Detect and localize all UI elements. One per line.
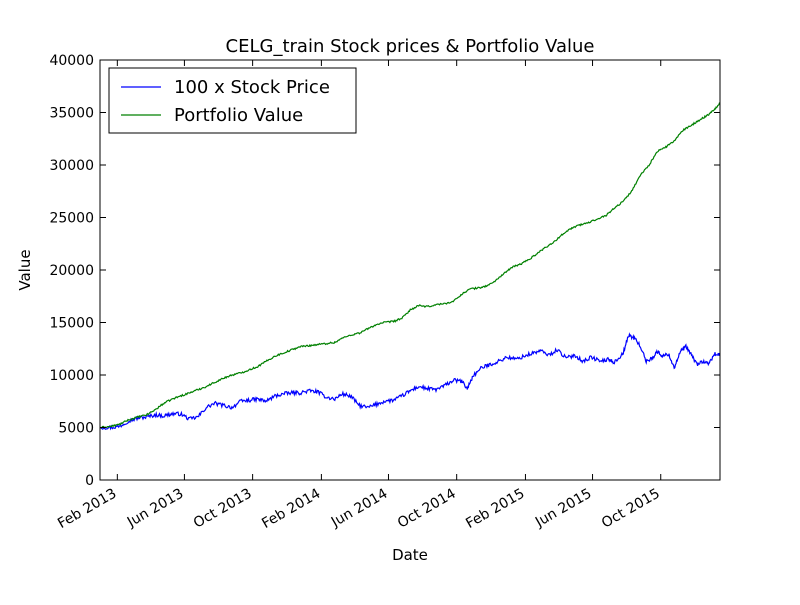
series-line-0	[100, 332, 721, 431]
series-layer	[100, 102, 721, 431]
y-tick-label-4: 20000	[49, 263, 94, 279]
x-axis-label: Date	[392, 546, 428, 564]
y-tick-label-3: 15000	[49, 316, 94, 332]
y-tick-label-2: 10000	[49, 368, 94, 384]
y-tick-label-6: 30000	[49, 158, 94, 174]
y-axis: 0 5000 10000 15000 20000 25000 30000 35000 40000	[49, 53, 720, 489]
y-tick-label-8: 40000	[49, 53, 94, 69]
y-tick-label-7: 35000	[49, 106, 94, 122]
y-tick-label-5: 25000	[49, 211, 94, 227]
y-tick-label-0: 0	[85, 473, 94, 489]
legend-box	[108, 67, 357, 134]
y-axis-label: Value	[16, 249, 34, 290]
y-tick-label-1: 5000	[58, 421, 94, 437]
legend-label-1: Portfolio Value	[174, 105, 303, 126]
legend: 100 x Stock Price Portfolio Value	[108, 67, 357, 134]
chart-title: CELG_train Stock prices & Portfolio Valu…	[226, 36, 595, 57]
series-line-1	[100, 102, 721, 429]
legend-label-0: 100 x Stock Price	[174, 77, 330, 98]
